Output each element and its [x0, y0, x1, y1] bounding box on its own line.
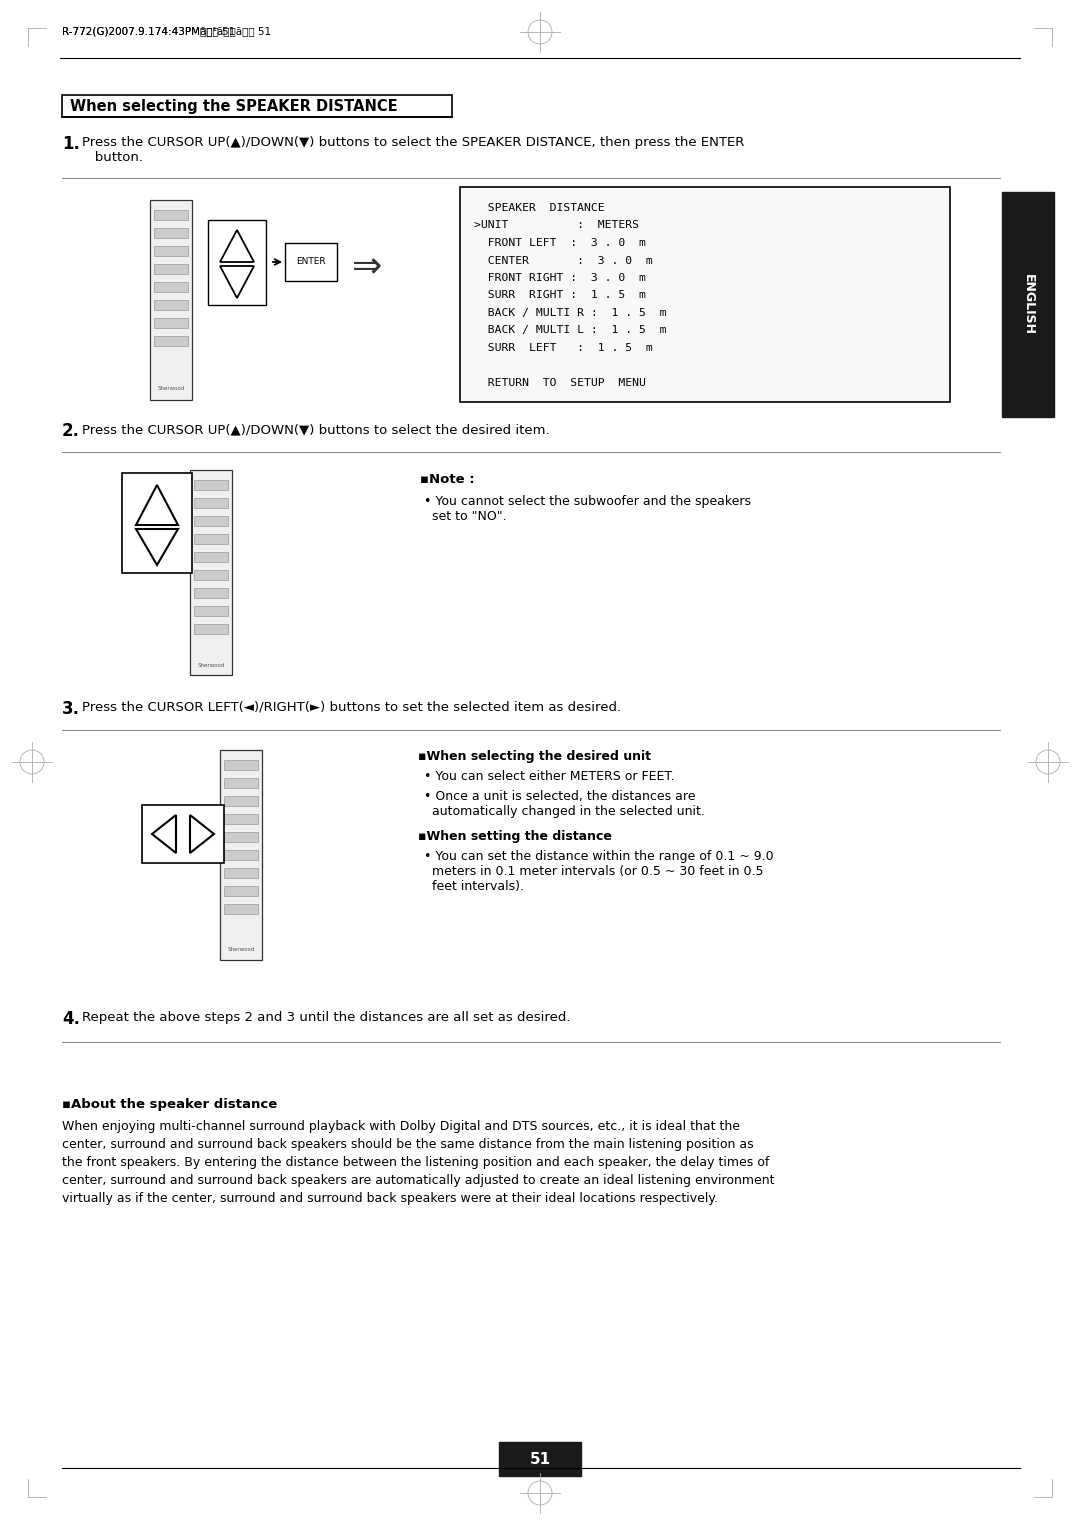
Text: Press the CURSOR LEFT(◄)/RIGHT(►) buttons to set the selected item as desired.: Press the CURSOR LEFT(◄)/RIGHT(►) button…: [82, 702, 621, 714]
Text: virtually as if the center, surround and surround back speakers were at their id: virtually as if the center, surround and…: [62, 1193, 718, 1205]
Bar: [224, 886, 258, 897]
Text: 1.: 1.: [62, 136, 80, 152]
Text: ▪Note :: ▪Note :: [420, 473, 474, 486]
Bar: [224, 778, 258, 788]
Text: SURR  LEFT   :  1 . 5  m: SURR LEFT : 1 . 5 m: [474, 343, 652, 352]
Bar: [190, 470, 232, 676]
Bar: [224, 759, 258, 770]
Bar: [194, 515, 228, 526]
Text: FRONT RIGHT :  3 . 0  m: FRONT RIGHT : 3 . 0 m: [474, 273, 646, 284]
Text: Sherwood: Sherwood: [198, 663, 225, 668]
Text: Sherwood: Sherwood: [227, 947, 255, 952]
Text: SURR  RIGHT :  1 . 5  m: SURR RIGHT : 1 . 5 m: [474, 290, 646, 300]
Text: Repeat the above steps 2 and 3 until the distances are all set as desired.: Repeat the above steps 2 and 3 until the…: [82, 1011, 570, 1023]
Bar: [224, 904, 258, 913]
Text: ▪When setting the distance: ▪When setting the distance: [418, 830, 612, 843]
Text: Sherwood: Sherwood: [158, 386, 185, 390]
Bar: [154, 229, 188, 238]
Text: FRONT LEFT  :  3 . 0  m: FRONT LEFT : 3 . 0 m: [474, 238, 646, 249]
Bar: [141, 805, 224, 863]
Text: 4.: 4.: [62, 1010, 80, 1028]
Text: SPEAKER  DISTANCE: SPEAKER DISTANCE: [474, 203, 605, 214]
Text: Press the CURSOR UP(▲)/DOWN(▼) buttons to select the desired item.: Press the CURSOR UP(▲)/DOWN(▼) buttons t…: [82, 422, 550, 436]
Bar: [194, 499, 228, 508]
Bar: [208, 220, 266, 305]
Text: BACK / MULTI L :  1 . 5  m: BACK / MULTI L : 1 . 5 m: [474, 325, 666, 336]
Text: • You can set the distance within the range of 0.1 ~ 9.0
  meters in 0.1 meter i: • You can set the distance within the ra…: [424, 849, 773, 894]
Text: R-772(G)2007.9.174:43PMã¹ãã 51: R-772(G)2007.9.174:43PMã¹ãã 51: [62, 26, 271, 37]
Bar: [154, 300, 188, 310]
Text: • You can select either METERS or FEET.: • You can select either METERS or FEET.: [424, 770, 675, 782]
Text: 2.: 2.: [62, 422, 80, 441]
Bar: [194, 624, 228, 634]
Bar: [224, 796, 258, 807]
Text: When enjoying multi-channel surround playback with Dolby Digital and DTS sources: When enjoying multi-channel surround pla…: [62, 1119, 740, 1133]
Bar: [224, 849, 258, 860]
Bar: [1002, 192, 1054, 416]
Bar: [220, 750, 262, 961]
Text: ▪About the speaker distance: ▪About the speaker distance: [62, 1098, 278, 1112]
Bar: [194, 480, 228, 490]
Bar: [194, 570, 228, 580]
Text: When selecting the SPEAKER DISTANCE: When selecting the SPEAKER DISTANCE: [70, 99, 397, 113]
Bar: [154, 336, 188, 346]
Text: center, surround and surround back speakers should be the same distance from the: center, surround and surround back speak…: [62, 1138, 754, 1151]
Bar: [194, 552, 228, 563]
Bar: [224, 814, 258, 824]
Text: ENGLISH: ENGLISH: [1022, 274, 1035, 336]
Text: RETURN  TO  SETUP  MENU: RETURN TO SETUP MENU: [474, 378, 646, 387]
Text: CENTER       :  3 . 0  m: CENTER : 3 . 0 m: [474, 256, 652, 265]
Bar: [285, 242, 337, 281]
Text: • Once a unit is selected, the distances are
  automatically changed in the sele: • Once a unit is selected, the distances…: [424, 790, 705, 817]
Bar: [194, 605, 228, 616]
Text: 3.: 3.: [62, 700, 80, 718]
Bar: [499, 1443, 581, 1476]
Bar: [122, 473, 192, 573]
Bar: [194, 589, 228, 598]
Bar: [154, 264, 188, 274]
Bar: [154, 282, 188, 291]
Bar: [62, 95, 453, 117]
Bar: [154, 319, 188, 328]
Text: ⇒: ⇒: [352, 250, 382, 284]
Bar: [150, 200, 192, 400]
Text: >UNIT          :  METERS: >UNIT : METERS: [474, 221, 639, 230]
Bar: [460, 188, 950, 403]
Text: ▪When selecting the desired unit: ▪When selecting the desired unit: [418, 750, 651, 762]
Text: R-772(G)2007.9.174:43PM페이지 51: R-772(G)2007.9.174:43PM페이지 51: [62, 26, 235, 37]
Text: BACK / MULTI R :  1 . 5  m: BACK / MULTI R : 1 . 5 m: [474, 308, 666, 319]
Text: center, surround and surround back speakers are automatically adjusted to create: center, surround and surround back speak…: [62, 1174, 774, 1186]
Bar: [224, 833, 258, 842]
Bar: [194, 534, 228, 544]
Text: the front speakers. By entering the distance between the listening position and : the front speakers. By entering the dist…: [62, 1156, 769, 1170]
Text: Press the CURSOR UP(▲)/DOWN(▼) buttons to select the SPEAKER DISTANCE, then pres: Press the CURSOR UP(▲)/DOWN(▼) buttons t…: [82, 136, 744, 165]
Bar: [154, 246, 188, 256]
Text: • You cannot select the subwoofer and the speakers
  set to "NO".: • You cannot select the subwoofer and th…: [424, 496, 751, 523]
Bar: [224, 868, 258, 878]
Text: 51: 51: [529, 1452, 551, 1467]
Bar: [154, 210, 188, 220]
Text: ENTER: ENTER: [296, 258, 326, 267]
